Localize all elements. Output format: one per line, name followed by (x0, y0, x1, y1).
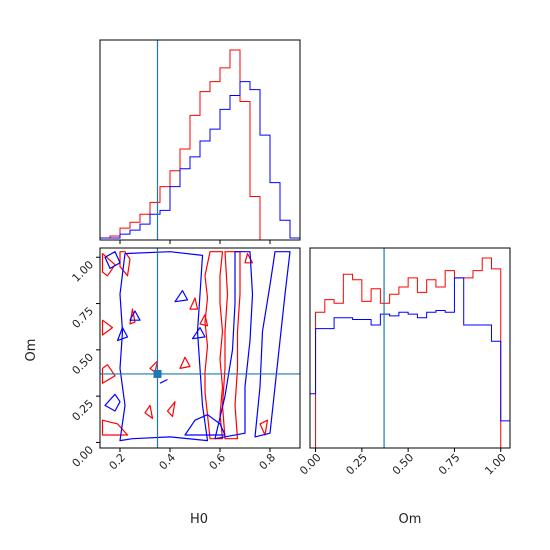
ytick-label-om-2: 0.50 (70, 351, 97, 378)
contour-series-1-level-1 (204, 251, 224, 440)
contour-series-1-level-14 (189, 297, 199, 310)
contour-series-2-level-5 (104, 393, 121, 412)
truth-marker (153, 369, 162, 378)
histogram-h0-panel (99, 39, 301, 244)
contour-series-1-level-12 (179, 356, 191, 369)
contour-series-1-level-9 (149, 360, 159, 373)
frame-contour (99, 247, 301, 449)
frame-om (309, 247, 511, 449)
contour-series-2-level-4 (184, 414, 226, 436)
xtick-label-om-1: 0.25 (343, 451, 370, 478)
contour-series-2-level-7 (116, 327, 129, 342)
contour-series-2-level-6 (104, 251, 121, 269)
frame-h0 (99, 39, 301, 241)
contour-series-1-level-2 (221, 251, 241, 440)
contour-series-2-level-3 (254, 251, 291, 438)
ytick-label-om-1: 0.25 (70, 397, 97, 424)
hist-om-series-2 (309, 277, 511, 448)
contour-series-1-level-5 (101, 319, 114, 336)
x-axis-label-h0: H0 (190, 512, 208, 527)
contour-series-2-level-11 (129, 310, 141, 321)
contour-series-1-level-8 (129, 308, 136, 325)
contour-series-1-level-6 (101, 253, 116, 277)
ytick-label-om-0: 0.00 (70, 443, 97, 470)
hist-h0-series-2 (99, 81, 301, 240)
xtick-label-om-4: 1.00 (482, 451, 509, 478)
contour-series-2-level-1 (119, 251, 209, 442)
x-axis-label-om: Om (399, 512, 422, 527)
contour-series-1-level-16 (259, 419, 269, 436)
xtick-label-h0-2: 0.6 (207, 451, 229, 473)
contour-series-1-level-11 (144, 404, 154, 419)
contour-series-2-level-10 (159, 378, 168, 384)
contour-series-2-level-2 (214, 251, 254, 440)
y-axis-label-om: Om (24, 339, 39, 362)
xtick-label-h0-0: 0.2 (107, 451, 129, 473)
contour-series-1-level-13 (199, 314, 209, 327)
xtick-label-om-0: 0.00 (297, 451, 324, 478)
xtick-label-om-3: 0.75 (436, 451, 463, 478)
hist-om-series-1 (310, 257, 510, 449)
hist-h0-series-1 (99, 49, 300, 241)
xtick-label-h0-3: 0.8 (257, 451, 279, 473)
contour-h0-om-panel: 0.2 0.4 0.6 0.8 0.00 0.25 0.50 0.75 1.00 (70, 247, 301, 473)
xtick-label-om-2: 0.50 (390, 451, 417, 478)
histogram-om-panel: 0.00 0.25 0.50 0.75 1.00 (297, 247, 511, 478)
xtick-label-h0-1: 0.4 (157, 451, 179, 473)
contour-series-1-level-7 (119, 251, 131, 277)
ytick-label-om-3: 0.75 (70, 304, 97, 331)
contour-series-1-level-3 (101, 419, 129, 436)
ytick-label-om-4: 1.00 (70, 258, 97, 285)
contour-series-1-level-15 (244, 253, 254, 264)
contour-series-2-level-8 (191, 327, 206, 340)
contour-series-1-level-10 (166, 401, 176, 418)
contour-series-2-level-9 (174, 290, 189, 303)
